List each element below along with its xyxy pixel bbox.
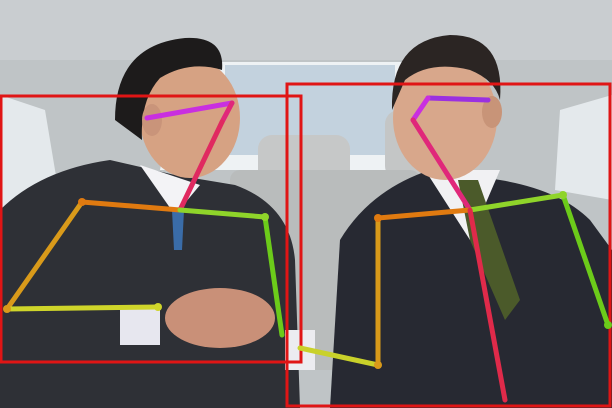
pose-joints-left — [3, 198, 269, 313]
skeleton-head-neck-left — [177, 119, 225, 213]
skeleton-upper-arm-l1 — [4, 199, 85, 312]
person-bounding-box-left — [0, 94, 303, 364]
left-person-tie — [172, 210, 184, 250]
skeleton-torso-right — [467, 207, 508, 403]
joint — [261, 213, 269, 221]
joint — [604, 321, 612, 329]
pose-skeleton-right — [297, 95, 611, 403]
right-person-head — [393, 56, 497, 180]
pose-joints-right — [374, 191, 612, 369]
skeleton-shoulder-r1 — [177, 207, 268, 220]
skeleton-shoulder-l1 — [79, 199, 183, 213]
skeleton-shoulder-r2 — [467, 192, 566, 213]
joint — [374, 214, 382, 222]
right-person-ear — [482, 96, 502, 128]
skeleton-upper-arm-r2 — [560, 192, 611, 328]
right-person-hair — [391, 35, 501, 110]
skeleton-shoulder-l2 — [375, 207, 473, 221]
right-person-shirt — [425, 170, 500, 240]
joint — [374, 361, 382, 369]
joint — [3, 305, 11, 313]
skeleton-face-right — [410, 95, 431, 123]
left-person-head — [140, 58, 240, 178]
joint — [559, 191, 567, 199]
skeleton-eye-line-left — [144, 100, 235, 121]
left-person-hair — [115, 37, 223, 141]
skeleton-forearm-l2 — [297, 345, 381, 368]
handshake — [165, 288, 275, 348]
skeleton-head-neck-right — [410, 117, 473, 213]
skeleton-upper-arm-r1 — [262, 214, 285, 338]
left-person-ear — [142, 104, 162, 136]
joint — [78, 198, 86, 206]
right-person-suit — [330, 170, 612, 408]
person-bounding-box-right — [285, 82, 612, 408]
pose-skeleton-left — [4, 100, 285, 338]
left-person-cuff — [120, 305, 160, 345]
left-person-suit — [0, 160, 300, 408]
skeleton-forearm-l1 — [4, 304, 161, 312]
skeleton-face-left — [219, 100, 235, 125]
skeleton-eye-line-right — [425, 95, 491, 103]
joint — [154, 303, 162, 311]
car-ceiling — [0, 0, 612, 70]
right-side-window — [555, 95, 612, 200]
right-person-tie — [458, 180, 520, 320]
